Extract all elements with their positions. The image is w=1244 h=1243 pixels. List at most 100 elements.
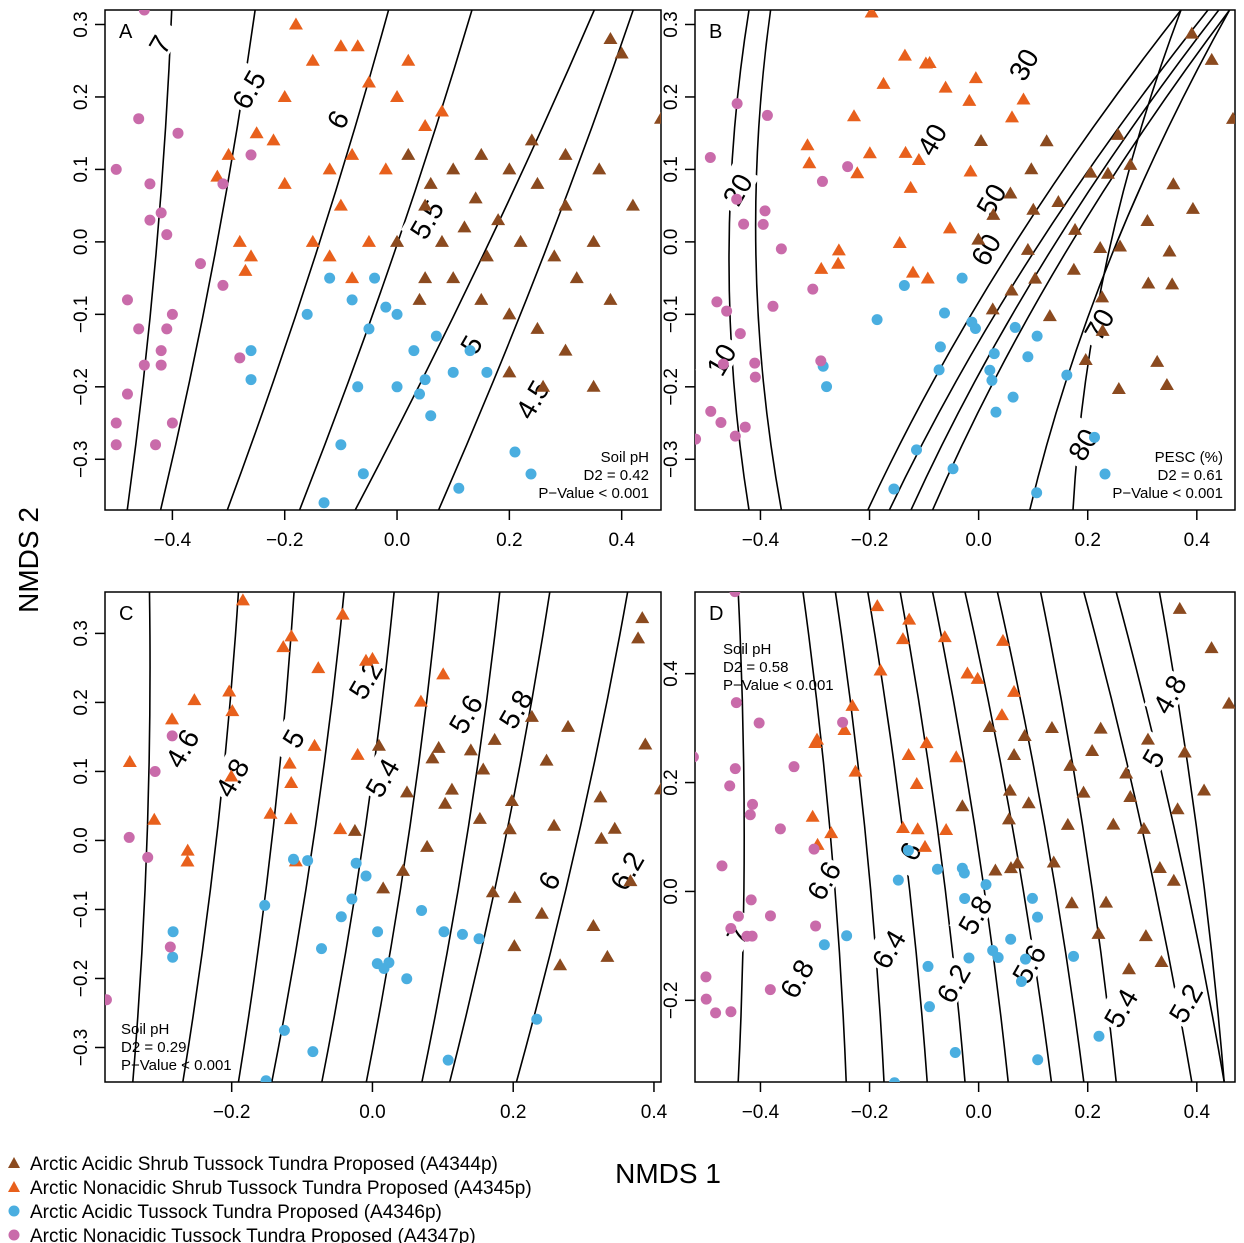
- data-point: [1221, 696, 1235, 709]
- data-point: [420, 839, 435, 852]
- data-point: [376, 881, 391, 894]
- data-point: [734, 328, 746, 340]
- data-point: [895, 821, 910, 834]
- data-point: [266, 133, 281, 146]
- y-tick-label: 0.3: [71, 11, 92, 37]
- data-point: [1136, 821, 1151, 834]
- data-point: [244, 249, 259, 262]
- data-point: [399, 785, 414, 798]
- data-point: [939, 823, 954, 836]
- stats-text: D2 = 0.58: [723, 659, 788, 676]
- x-tick-label: −0.2: [213, 1102, 251, 1123]
- x-tick-label: 0.2: [500, 1102, 526, 1123]
- panel-d: 76.86.66.46.265.85.65.45.254.8−0.4−0.20.…: [661, 591, 1236, 1123]
- data-point: [434, 234, 449, 247]
- data-point: [729, 430, 741, 442]
- data-point: [235, 593, 250, 606]
- x-tick-label: 0.4: [608, 530, 635, 551]
- y-tick-label: 0.1: [71, 758, 92, 784]
- data-point: [1051, 194, 1066, 207]
- data-point: [767, 300, 779, 312]
- data-point: [378, 963, 390, 975]
- data-point: [695, 751, 699, 763]
- y-tick-label: 0.0: [71, 229, 92, 255]
- data-point: [988, 348, 1000, 360]
- data-point: [569, 271, 584, 284]
- data-point: [447, 366, 459, 378]
- data-point: [502, 365, 517, 378]
- data-point: [638, 737, 653, 750]
- contour-line-7: [737, 592, 745, 1082]
- data-point: [245, 345, 257, 357]
- y-tick-label: 0.0: [661, 229, 682, 255]
- stats-text: D2 = 0.42: [584, 467, 649, 484]
- data-point: [870, 599, 885, 612]
- data-point: [288, 17, 303, 30]
- data-point: [938, 80, 953, 93]
- data-point: [824, 826, 839, 839]
- data-point: [138, 10, 150, 16]
- data-point: [889, 1077, 900, 1082]
- contour-label: 6.2: [931, 959, 977, 1008]
- data-point: [933, 364, 945, 376]
- data-point: [88, 813, 99, 824]
- data-point: [305, 234, 320, 247]
- data-point: [558, 198, 573, 211]
- data-point: [485, 885, 500, 898]
- data-point: [232, 234, 247, 247]
- data-point: [453, 482, 465, 494]
- data-point: [67, 793, 78, 804]
- data-point: [536, 379, 551, 392]
- panel-b: 1020304050607080−0.4−0.20.00.20.4−0.3−0.…: [661, 9, 1236, 551]
- data-point: [1138, 929, 1153, 942]
- data-point: [161, 229, 173, 241]
- data-point: [150, 439, 162, 451]
- data-point: [147, 812, 162, 825]
- legend-label: Arctic Nonacidic Tussock Tundra Proposed…: [30, 1226, 476, 1243]
- data-point: [481, 366, 493, 378]
- data-point: [774, 823, 786, 835]
- data-point: [1032, 1054, 1044, 1066]
- x-tick-label: −0.2: [851, 1102, 889, 1123]
- data-point: [530, 176, 545, 189]
- data-point: [502, 162, 517, 175]
- data-point: [1046, 855, 1061, 868]
- data-point: [463, 743, 478, 756]
- data-point: [725, 923, 737, 935]
- data-point: [318, 497, 330, 509]
- data-point: [876, 76, 891, 89]
- data-point: [764, 910, 776, 922]
- data-point: [40, 892, 51, 903]
- data-point: [180, 854, 195, 867]
- data-point: [547, 249, 562, 262]
- data-point: [1093, 1030, 1105, 1042]
- data-point: [747, 798, 759, 810]
- data-point: [509, 446, 521, 458]
- x-tick-label: −0.2: [266, 530, 304, 551]
- data-point: [1225, 111, 1235, 124]
- stats-text: Soil pH: [121, 1021, 169, 1038]
- data-point: [311, 661, 326, 674]
- data-point: [391, 381, 403, 393]
- stats-text: P−Value < 0.001: [121, 1057, 232, 1074]
- data-point: [83, 935, 94, 946]
- data-point: [122, 755, 137, 768]
- y-tick-label: 0.1: [661, 156, 682, 182]
- data-point: [277, 89, 292, 102]
- y-tick-label: 0.4: [661, 660, 682, 687]
- data-point: [600, 949, 615, 962]
- data-point: [401, 973, 413, 985]
- data-point: [1022, 351, 1034, 363]
- y-tick-label: −0.1: [71, 891, 92, 929]
- y-tick-label: −0.3: [71, 441, 92, 479]
- data-point: [700, 971, 712, 983]
- data-point: [1123, 157, 1138, 170]
- data-point: [1106, 817, 1121, 830]
- data-point: [149, 765, 161, 777]
- y-tick-label: 0.0: [71, 827, 92, 853]
- data-point: [1166, 177, 1181, 190]
- data-point: [1172, 601, 1187, 614]
- data-point: [1002, 783, 1017, 796]
- data-point: [412, 292, 427, 305]
- data-point: [161, 323, 173, 335]
